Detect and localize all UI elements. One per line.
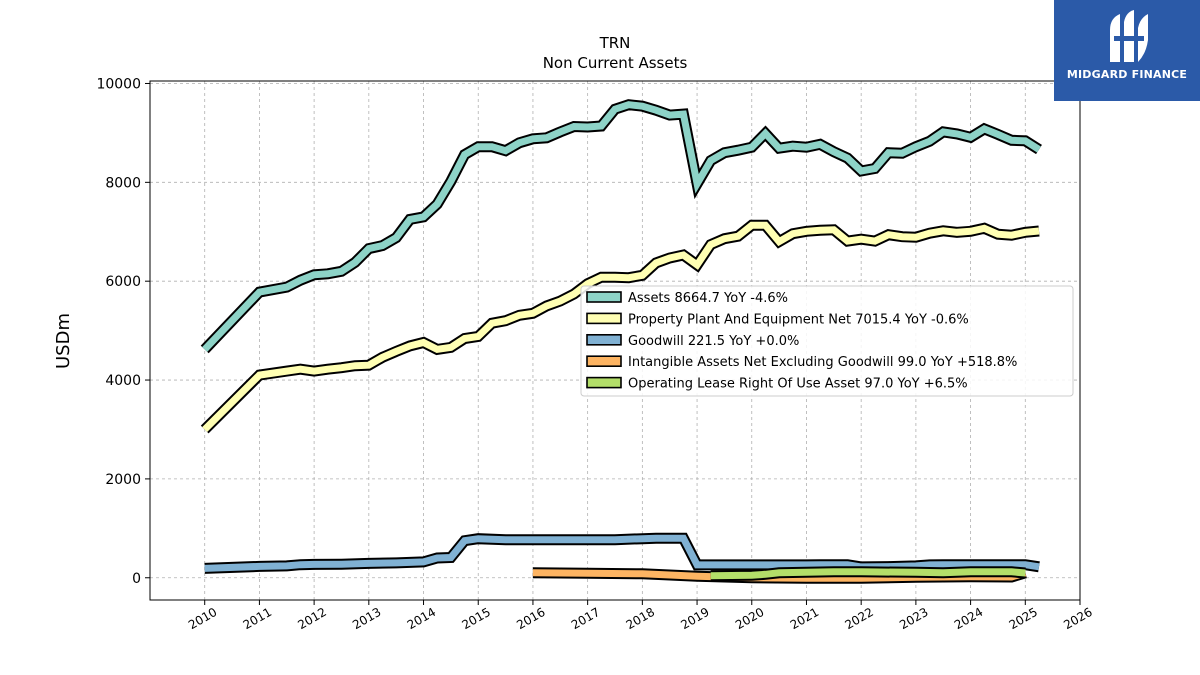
series-1 <box>200 99 1042 354</box>
series-3 <box>204 532 1040 574</box>
y-axis-label: USDm <box>53 313 74 369</box>
x-tick-label: 2023 <box>897 605 930 632</box>
series-2 <box>200 219 1040 434</box>
y-tick-label: 8000 <box>105 175 141 191</box>
legend-entry: Intangible Assets Net Excluding Goodwill… <box>628 355 1017 370</box>
legend-entry: Goodwill 221.5 YoY +0.0% <box>628 334 799 349</box>
legend-entry: Property Plant And Equipment Net 7015.4 … <box>628 312 969 327</box>
x-tick-label: 2014 <box>405 605 438 632</box>
y-tick-label: 2000 <box>105 472 141 488</box>
legend-swatch <box>586 312 622 325</box>
x-tick-label: 2019 <box>678 605 711 632</box>
midgard-finance-logo: MIDGARD FINANCE <box>1054 0 1200 101</box>
x-tick-label: 2026 <box>1061 605 1094 632</box>
x-tick-label: 2012 <box>295 605 328 632</box>
logo-mark-icon <box>1110 10 1148 62</box>
legend-entry: Assets 8664.7 YoY -4.6% <box>628 291 788 306</box>
series-layer <box>200 99 1042 584</box>
x-tick-label: 2020 <box>733 605 766 632</box>
plot-frame <box>149 80 1081 601</box>
series-line <box>710 568 1026 580</box>
logo-text: MIDGARD FINANCE <box>1066 68 1188 81</box>
series-line <box>202 221 1040 432</box>
legend-swatch <box>586 376 622 389</box>
chart-subtitle: Non Current Assets <box>543 54 688 72</box>
legend-entry: Operating Lease Right Of Use Asset 97.0 … <box>628 377 968 392</box>
x-tick-label: 2021 <box>788 605 821 632</box>
x-tick-label: 2013 <box>350 605 383 632</box>
x-tick-label: 2022 <box>842 605 875 632</box>
chart-title: TRN <box>599 34 631 52</box>
y-tick-label: 0 <box>132 571 141 587</box>
legend-swatch <box>586 333 622 346</box>
legend-swatch <box>586 291 622 303</box>
y-tick-label: 10000 <box>96 76 141 92</box>
series-line <box>204 534 1040 572</box>
x-tick-label: 2016 <box>514 605 547 632</box>
legend: Assets 8664.7 YoY -4.6% Property Plant An… <box>580 285 1074 397</box>
legend-box <box>580 285 1074 397</box>
x-tick-label: 2010 <box>186 605 219 632</box>
legend-swatch <box>586 355 622 368</box>
x-tick-label: 2025 <box>1007 605 1040 632</box>
x-tick-label: 2015 <box>460 605 493 632</box>
x-tick-label: 2017 <box>569 605 602 632</box>
y-tick-label: 6000 <box>105 274 141 290</box>
series-5 <box>710 566 1026 582</box>
y-tick-label: 4000 <box>105 373 141 389</box>
x-tick-label: 2018 <box>624 605 657 632</box>
series-line <box>202 101 1041 352</box>
x-tick-label: 2024 <box>952 605 985 632</box>
x-tick-label: 2011 <box>241 605 274 632</box>
